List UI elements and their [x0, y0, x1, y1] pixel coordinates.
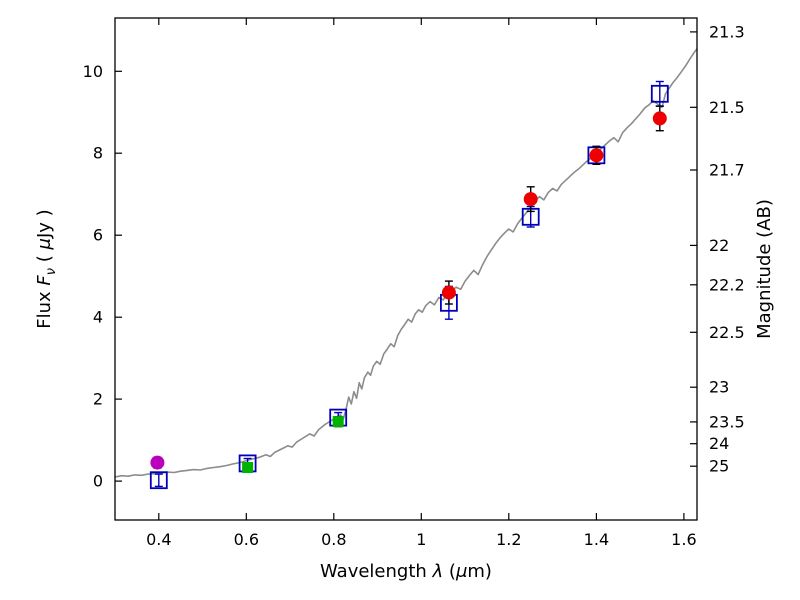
x-axis: 0.4 0.6 0.8 1 1.2 1.4 1.6: [146, 18, 697, 549]
y-right-tick-label: 25: [709, 457, 729, 476]
x-tick-label: 0.4: [146, 530, 171, 549]
x-axis-label: Wavelength λ (μm): [320, 561, 492, 582]
marker-observed-red-circles: [652, 111, 667, 126]
marker-observed-green-squares: [332, 416, 344, 428]
y-right-tick-label: 23: [709, 378, 729, 397]
series-observed-red-circles: [441, 105, 667, 305]
y-axis-right-label: Magnitude (AB): [754, 199, 775, 339]
y-right-tick-label: 21.5: [709, 98, 745, 117]
marker-model-photometry: [650, 84, 669, 103]
y-right-tick-label: 24: [709, 434, 729, 453]
y-right-tick-label: 22: [709, 236, 729, 255]
y-axis-right: 21.3 21.5 21.7 22 22.2 22.5 23 23.5 24 25: [690, 22, 745, 476]
model-spectrum-line: [114, 48, 698, 478]
y-axis-left-label: Flux Fν ( μJy ): [34, 209, 59, 328]
y-left-tick-label: 10: [83, 62, 103, 81]
series-model-photometry: [149, 80, 669, 490]
y-left-tick-label: 0: [93, 472, 103, 491]
marker-observed-red-circles: [523, 192, 538, 207]
x-tick-label: 1.6: [671, 530, 696, 549]
marker-observed-red-circles: [441, 285, 456, 300]
y-right-tick-label: 22.2: [709, 275, 745, 294]
marker-observed-green-squares: [242, 462, 254, 473]
y-right-tick-label: 21.7: [709, 161, 745, 180]
y-left-tick-label: 6: [93, 226, 103, 245]
y-right-tick-label: 21.3: [709, 22, 745, 41]
marker-observed-magenta-circle: [150, 455, 165, 470]
x-tick-label: 0.6: [234, 530, 259, 549]
x-tick-label: 1: [416, 530, 426, 549]
x-tick-label: 0.8: [321, 530, 346, 549]
y-right-tick-label: 23.5: [709, 412, 745, 431]
marker-observed-red-circles: [589, 148, 604, 163]
y-left-tick-label: 2: [93, 390, 103, 409]
series-observed-green-squares: [242, 416, 344, 473]
x-tick-label: 1.4: [584, 530, 609, 549]
axes-frame: [114, 17, 698, 521]
y-left-tick-label: 4: [93, 308, 103, 327]
y-axis-left: 0 2 4 6 8 10: [83, 62, 122, 491]
x-tick-label: 1.2: [496, 530, 521, 549]
series-observed-magenta-circle: [150, 455, 165, 470]
marker-model-photometry: [149, 471, 168, 490]
y-right-tick-label: 22.5: [709, 323, 745, 342]
y-left-tick-label: 8: [93, 144, 103, 163]
